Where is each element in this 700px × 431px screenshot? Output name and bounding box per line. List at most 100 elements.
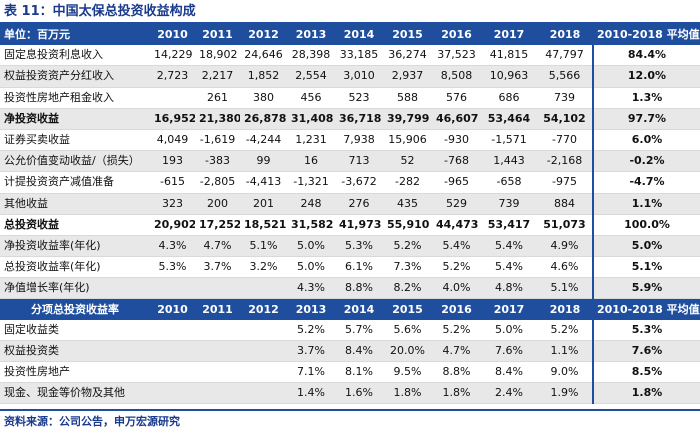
value-cell: 5.2% [537,319,593,341]
value-cell: 435 [383,193,432,215]
value-cell: -768 [432,150,481,173]
value-cell: 5.0% [481,319,537,341]
value-cell: 31,408 [287,108,335,130]
value-cell: 6.1% [335,256,383,279]
average-cell: -4.7% [592,171,700,194]
value-cell: 713 [335,150,383,173]
row-label: 总投资收益 [0,214,150,236]
value-cell: 588 [383,87,432,109]
average-cell: 5.1% [592,256,700,279]
value-cell: 2.4% [481,382,537,405]
value-cell: 36,718 [335,108,383,130]
value-cell: 33,185 [335,45,383,67]
value-cell: 523 [335,87,383,109]
column-header: 2013 [287,25,335,46]
value-cell: 2,723 [150,65,195,88]
row-label: 投资性房地产租金收入 [0,87,150,109]
column-header: 2016 [432,298,481,320]
value-cell: 5.1% [537,277,593,300]
investment-income-table: 单位：百万元 2010 2011 2012 2013 2014 2015 2016 2017 20… [0,25,700,405]
value-cell: -930 [432,129,481,152]
value-cell: 5.3% [150,256,195,279]
value-cell: 36,274 [383,45,432,67]
value-cell: 5.2% [287,319,335,341]
value-cell: 51,073 [537,214,593,236]
value-cell: 739 [537,87,593,109]
row-label: 现金、现金等价物及其他 [0,382,150,405]
value-cell: 5.1% [240,235,287,258]
column-header: 2018 [537,298,593,320]
value-cell: 10,963 [481,65,537,88]
column-header: 2011 [195,298,240,320]
value-cell: 1,852 [240,65,287,88]
table-row: 总投资收益 20,902 17,252 18,521 31,582 41,973 55,91… [0,214,700,236]
value-cell: 686 [481,87,537,109]
value-cell: -383 [195,150,240,173]
value-cell: 323 [150,193,195,215]
table-row: 总投资收益率(年化) 5.3% 3.7% 3.2% 5.0% 6.1% 7.3% 5.2% 5.… [0,256,700,279]
value-cell: -770 [537,129,593,152]
column-header: 2010-2018 平均值 [593,25,700,46]
value-cell: 31,582 [287,214,335,236]
value-cell: -1,619 [195,129,240,152]
table-row: 权益投资类 3.7% 8.4% 20.0% 4.7% 7.6% 1.1% 7.6% [0,340,700,363]
value-cell: 276 [335,193,383,215]
value-cell: 5,566 [537,65,593,88]
value-cell: 1.6% [335,382,383,405]
value-cell: 99 [240,150,287,173]
value-cell [150,277,195,300]
value-cell: 456 [287,87,335,109]
value-cell: 4.7% [432,340,481,363]
value-cell: 8.2% [383,277,432,300]
average-cell: 12.0% [592,65,700,88]
title-rule [0,22,700,25]
average-cell: 1.1% [592,193,700,215]
column-header: 2014 [335,298,383,320]
value-cell: 4.3% [287,277,335,300]
value-cell: 200 [195,193,240,215]
row-label: 证券买卖收益 [0,129,150,152]
column-header: 2012 [240,25,287,46]
value-cell: 53,417 [481,214,537,236]
value-cell [150,87,195,109]
value-cell: 4.7% [195,235,240,258]
column-header: 分项总投资收益率 [0,298,150,320]
value-cell [195,382,240,405]
value-cell: 44,473 [432,214,481,236]
average-cell: 1.8% [592,382,700,405]
value-cell: 18,521 [240,214,287,236]
value-cell: 1.1% [537,340,593,363]
value-cell: 1,443 [481,150,537,173]
table-title: 表 11：中国太保总投资收益构成 [4,4,196,19]
bottom-rule [0,409,700,411]
average-cell: 6.0% [592,129,700,152]
table-row: 证券买卖收益 4,049 -1,619 -4,244 1,231 7,938 15,906-… [0,129,700,152]
row-label: 公允价值变动收益/（损失） [0,150,150,173]
average-cell: 97.7% [592,108,700,130]
value-cell: 16 [287,150,335,173]
average-cell: 100.0% [592,214,700,236]
value-cell: 28,398 [287,45,335,67]
row-label: 其他收益 [0,193,150,215]
average-cell: 1.3% [592,87,700,109]
value-cell: 24,646 [240,45,287,67]
column-header: 2010 [150,25,195,46]
value-cell: 20.0% [383,340,432,363]
value-cell: 2,937 [383,65,432,88]
value-cell: 4.8% [481,277,537,300]
value-cell: 9.5% [383,361,432,384]
table-row: 计提投资资产减值准备 -615 -2,805 -4,413 -1,321 -3,672 -2… [0,171,700,194]
value-cell: 55,910 [383,214,432,236]
value-cell: 576 [432,87,481,109]
value-cell: 5.4% [481,256,537,279]
table-row: 投资性房地产 7.1% 8.1% 9.5% 8.8% 8.4% 9.0% 8.5% [0,361,700,384]
row-label: 净投资收益率(年化) [0,235,150,258]
value-cell: 1,231 [287,129,335,152]
value-cell: 9.0% [537,361,593,384]
value-cell: 26,878 [240,108,287,130]
table-row: 净投资收益率(年化) 4.3% 4.7% 5.1% 5.0% 5.3% 5.2% 5.4% 5.… [0,235,700,258]
value-cell: -1,571 [481,129,537,152]
value-cell [240,277,287,300]
table-row: 净值增长率(年化) 4.3% 8.8% 8.2% 4.0% 4.8% 5.1% 5.9% [0,277,700,300]
value-cell: 8,508 [432,65,481,88]
